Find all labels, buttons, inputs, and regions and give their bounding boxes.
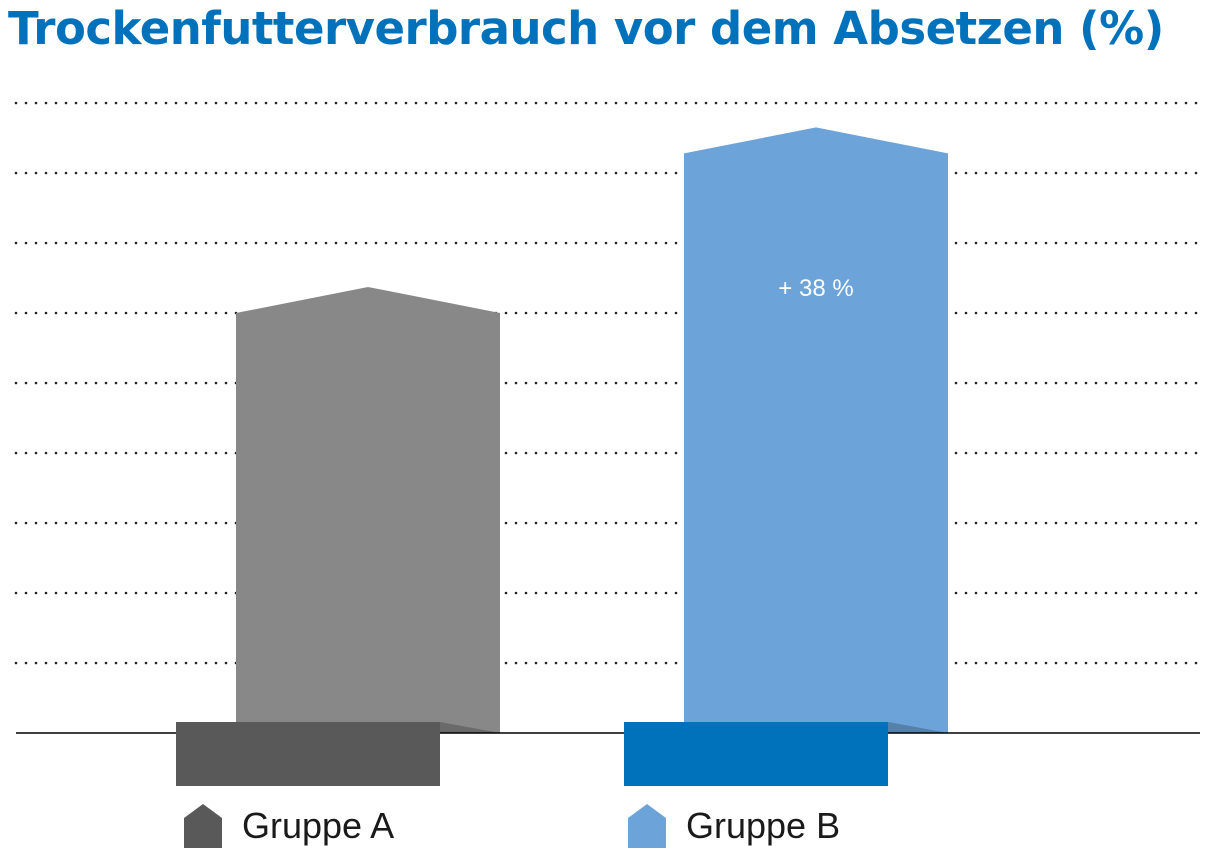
bar-base-gruppe-a [176,722,440,786]
legend-item-gruppe-b: Gruppe B [628,803,840,849]
bar-annotation-gruppe-b: + 38 % [778,275,853,302]
legend-label-gruppe-b: Gruppe B [686,805,841,846]
bar-base-shadow [888,722,948,733]
chart-title: Trockenfutterverbrauch vor dem Absetzen … [8,2,1164,55]
bars [236,127,948,733]
gridlines [14,101,1202,665]
bar-bases [176,722,948,786]
bar-gruppe-a [236,287,500,733]
bar-base-shadow [440,722,500,733]
bar-annotations: + 38 % [778,275,853,302]
legend-item-gruppe-a: Gruppe A [184,803,394,849]
bar-base-gruppe-b [624,722,888,786]
bar-gruppe-b [684,127,948,733]
legend-house-icon-b [628,804,666,848]
legend-house-icon-a [184,804,222,848]
legend-label-gruppe-a: Gruppe A [242,805,395,846]
